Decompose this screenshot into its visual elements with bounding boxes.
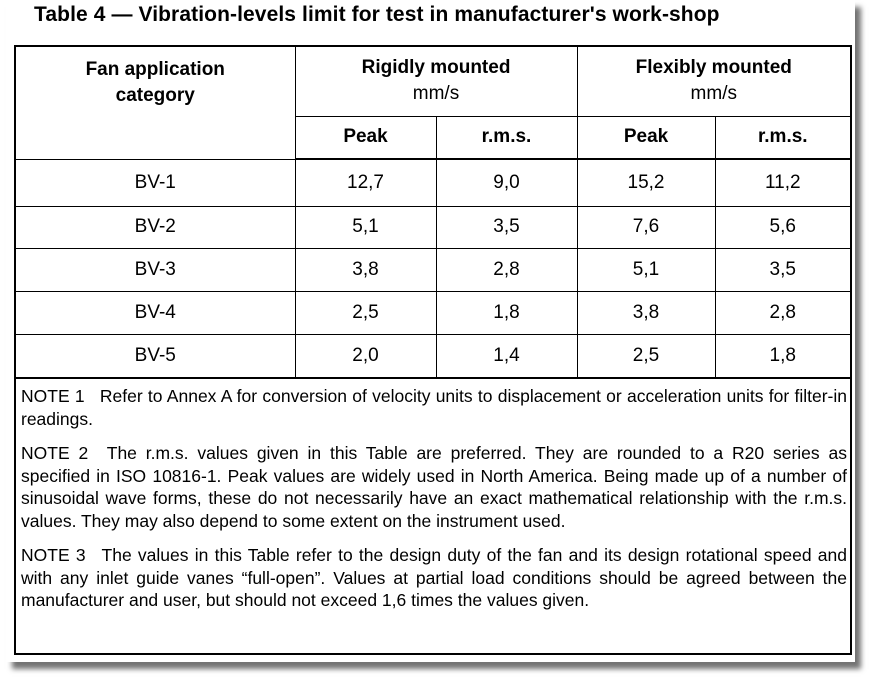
table-row: BV-4 2,5 1,8 3,8 2,8 [16,290,851,335]
flexible-rms-cell: 3,5 [714,247,851,292]
flexible-peak-cell: 15,2 [576,158,716,207]
note-text: The r.m.s. values given in this Table ar… [21,443,847,531]
rigid-peak-cell: 12,7 [294,158,437,207]
note-3: NOTE 3 The values in this Table refer to… [21,544,847,612]
rigid-rms-cell: 1,8 [435,290,578,335]
flexible-header-unit: mm/s [690,83,737,105]
rigid-header-label: Rigidly mounted [361,57,511,79]
note-label: NOTE 2 [21,443,89,463]
category-cell: BV-4 [16,290,296,335]
rigid-header: Rigidly mounted mm/s [294,47,578,117]
table-row: BV-1 12,7 9,0 15,2 11,2 [16,158,851,207]
flexible-rms-cell: 5,6 [714,205,851,249]
flexible-peak-cell: 2,5 [576,333,716,379]
vibration-limits-table: Fan application category Rigidly mounted… [16,47,851,379]
flexible-rms-header: r.m.s. [714,115,851,160]
rigid-peak-header: Peak [295,115,437,160]
table-box: Fan application category Rigidly mounted… [14,45,852,655]
note-2: NOTE 2 The r.m.s. values given in this T… [21,442,847,532]
flexible-peak-header: Peak [576,115,716,160]
rigid-peak-cell: 2,0 [294,333,437,379]
table-row: BV-2 5,1 3,5 7,6 5,6 [16,205,851,249]
category-cell: BV-5 [16,333,296,379]
flexible-header-label: Flexibly mounted [635,57,792,79]
flexible-peak-cell: 3,8 [576,290,716,335]
flexible-rms-cell: 11,2 [714,158,851,207]
rigid-peak-cell: 2,5 [294,290,437,335]
rigid-rms-header: r.m.s. [435,115,578,160]
rigid-rms-cell: 2,8 [435,247,578,292]
category-cell: BV-3 [16,247,296,292]
notes-section: NOTE 1 Refer to Annex A for conversion o… [21,385,847,624]
rigid-rms-cell: 1,4 [435,333,578,379]
category-cell: BV-2 [16,205,296,249]
flexible-peak-cell: 5,1 [576,247,716,292]
category-cell: BV-1 [16,158,296,207]
note-label: NOTE 1 [21,386,85,406]
flexible-header: Flexibly mounted mm/s [576,47,851,117]
header-row: Fan application category Rigidly mounted… [16,47,851,160]
category-header: Fan application category [16,47,296,160]
flexible-peak-cell: 7,6 [576,205,716,249]
subheader-row: Peak r.m.s. Peak r.m.s. [16,115,851,160]
rigid-header-unit: mm/s [412,83,460,105]
rigid-peak-cell: 5,1 [294,205,437,249]
category-header-line2: category [115,85,195,106]
category-header-line1: Fan application [85,59,225,80]
flexible-rms-cell: 1,8 [714,333,851,379]
note-label: NOTE 3 [21,545,86,565]
rigid-peak-cell: 3,8 [294,247,437,292]
note-text: The values in this Table refer to the de… [21,545,847,610]
note-1: NOTE 1 Refer to Annex A for conversion o… [21,385,847,430]
document-frame: Table 4 — Vibration-levels limit for tes… [6,0,855,662]
table-row: BV-3 3,8 2,8 5,1 3,5 [16,247,851,292]
rigid-rms-cell: 3,5 [435,205,578,249]
flexible-rms-cell: 2,8 [714,290,851,335]
table-title: Table 4 — Vibration-levels limit for tes… [34,3,720,26]
rigid-rms-cell: 9,0 [435,158,578,207]
table-row: BV-5 2,0 1,4 2,5 1,8 [16,333,851,379]
note-text: Refer to Annex A for conversion of veloc… [21,386,847,429]
